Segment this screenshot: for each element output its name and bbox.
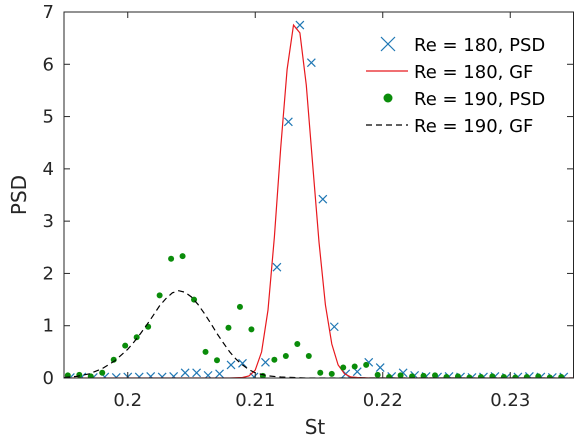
data-point (328, 370, 335, 377)
data-point (261, 357, 270, 367)
data-point (169, 372, 179, 378)
data-point (157, 372, 167, 378)
data-point (156, 292, 163, 299)
data-point (477, 373, 484, 378)
data-point (248, 326, 255, 333)
data-point (409, 373, 416, 378)
data-point (386, 373, 393, 378)
y-axis-label: PSD (7, 175, 31, 215)
data-point (180, 368, 190, 378)
series-line (64, 23, 574, 378)
data-point (489, 373, 496, 378)
data-point (306, 58, 316, 68)
legend-item: Re = 190, PSD (383, 89, 545, 110)
data-point (305, 353, 312, 360)
y-tick-label: 3 (43, 211, 54, 232)
y-tick-label: 0 (43, 368, 54, 389)
data-point (432, 372, 439, 378)
data-point (295, 20, 305, 30)
data-point (351, 363, 358, 370)
series-2 (64, 253, 565, 378)
data-point (76, 371, 83, 378)
data-point (523, 373, 530, 378)
data-point (122, 342, 129, 349)
data-point (294, 341, 301, 348)
data-point (134, 372, 144, 378)
data-point (443, 373, 450, 378)
legend-item: Re = 190, GF (366, 116, 533, 137)
data-point (329, 322, 339, 332)
data-point (168, 255, 175, 262)
x-tick-label: 0.21 (235, 390, 275, 411)
series-3 (64, 290, 574, 378)
data-point (397, 372, 404, 378)
data-point (238, 358, 247, 368)
data-point (272, 262, 282, 272)
data-point (466, 374, 473, 378)
legend-marker (383, 93, 393, 103)
x-tick-label: 0.22 (363, 390, 403, 411)
y-tick-label: 5 (43, 107, 54, 128)
data-point (420, 372, 427, 378)
x-axis-label: St (305, 415, 326, 436)
data-point (318, 194, 328, 204)
data-point (226, 360, 236, 370)
legend-item: Re = 180, PSD (380, 35, 545, 56)
data-point (282, 353, 289, 360)
y-tick-label: 6 (43, 54, 54, 75)
y-tick-label: 1 (43, 316, 54, 337)
data-point (215, 369, 224, 378)
data-point (202, 348, 209, 355)
data-point (87, 373, 94, 378)
data-point (214, 357, 220, 364)
data-point (236, 303, 243, 310)
data-point (146, 372, 156, 378)
data-point (192, 368, 202, 378)
data-point (375, 363, 385, 372)
legend-label: Re = 190, GF (414, 116, 533, 137)
data-point (99, 369, 106, 376)
data-point (271, 356, 278, 363)
y-tick-label: 2 (43, 263, 54, 284)
y-axis: 0 1 2 3 4 5 6 7 (43, 2, 573, 389)
legend-item: Re = 180, GF (366, 62, 533, 83)
data-point (546, 374, 553, 378)
data-point (283, 117, 293, 127)
data-point (203, 370, 213, 378)
data-point (558, 373, 565, 378)
legend: Re = 180, PSD Re = 180, GF Re = 190, PSD Re… (366, 35, 545, 137)
legend-label: Re = 180, PSD (414, 35, 545, 56)
series-1 (64, 23, 574, 378)
data-point (363, 361, 370, 368)
legend-label: Re = 190, PSD (414, 89, 545, 110)
x-axis: 0.2 0.21 0.22 0.23 (113, 12, 530, 411)
y-tick-label: 7 (43, 2, 54, 23)
data-point (179, 253, 186, 260)
series-line (64, 290, 574, 378)
data-point (454, 373, 461, 378)
data-point (225, 324, 232, 331)
data-point (374, 371, 381, 378)
data-point (340, 364, 347, 371)
legend-label: Re = 180, GF (414, 62, 533, 83)
legend-marker (380, 36, 396, 52)
data-point (500, 373, 507, 378)
x-tick-label: 0.2 (113, 390, 142, 411)
data-point (317, 369, 324, 376)
data-point (133, 334, 140, 341)
data-point (512, 374, 519, 378)
x-tick-label: 0.23 (490, 390, 530, 411)
y-tick-label: 4 (43, 159, 54, 180)
data-point (535, 373, 542, 378)
